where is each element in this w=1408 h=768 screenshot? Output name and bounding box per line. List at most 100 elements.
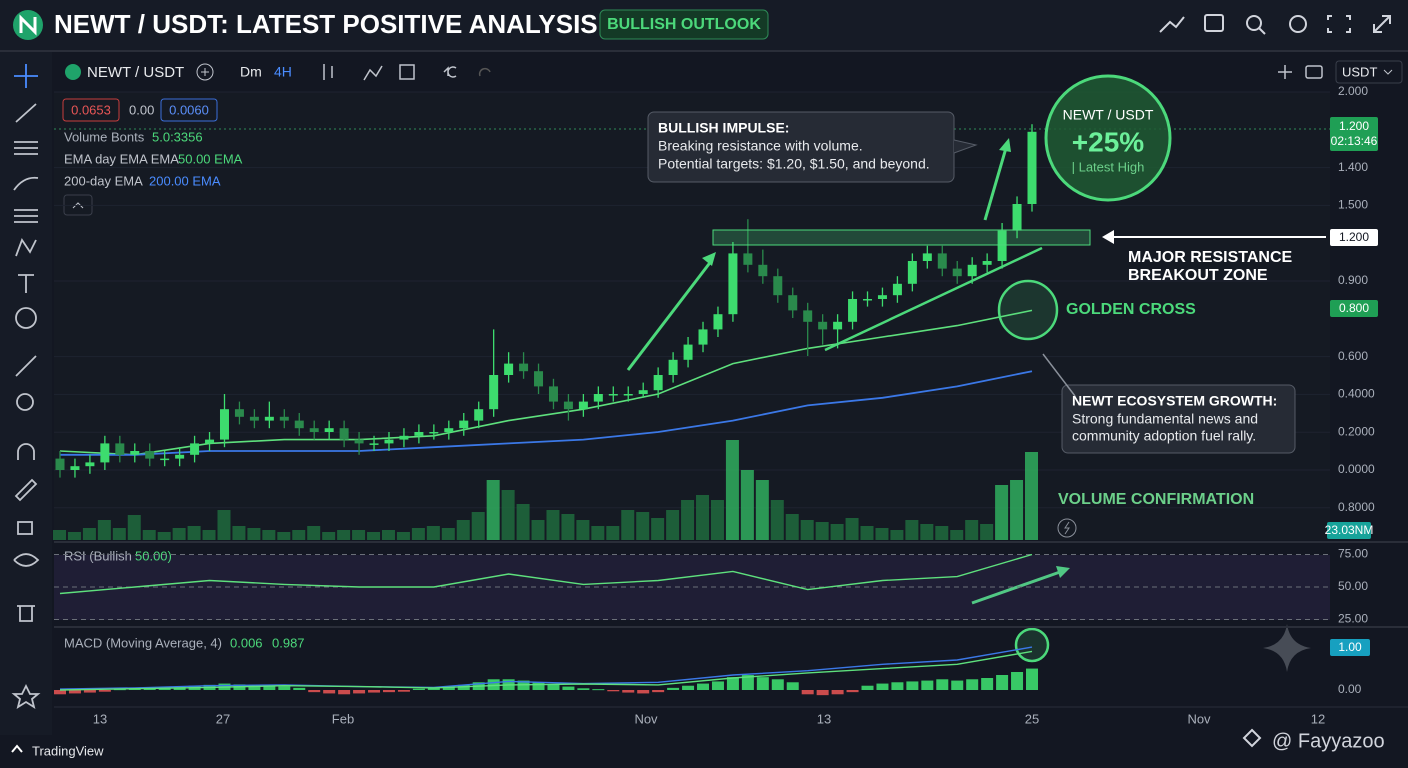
brand-logo [11, 744, 23, 753]
search-icon[interactable] [1246, 15, 1262, 31]
candle-body [833, 321, 843, 330]
visibility-tool[interactable] [13, 553, 40, 567]
macd-hist [682, 685, 695, 690]
volume-bar [785, 514, 799, 540]
candle-body [249, 416, 259, 421]
macd-hist [248, 684, 261, 690]
logo-glyph [19, 14, 37, 36]
macd-hist [83, 690, 96, 693]
last-price: 1.200 [1339, 119, 1369, 133]
candle-body [997, 230, 1007, 261]
dropdown-caret [1383, 69, 1393, 75]
signal-value: 0.987 [272, 635, 305, 650]
high-label: | Latest High [1072, 159, 1145, 174]
price-tick-label: 0.0000 [1338, 462, 1375, 476]
text-tool[interactable] [18, 274, 34, 293]
volume-bar [950, 530, 964, 540]
volume-bar [307, 526, 321, 540]
chat-icon[interactable] [1204, 14, 1224, 32]
price-tick-label: 1.400 [1338, 160, 1368, 174]
drawing-tools[interactable] [11, 64, 41, 709]
currency[interactable]: USDT [1342, 64, 1377, 79]
zoom-tool[interactable] [16, 393, 34, 411]
fib-tool[interactable] [14, 141, 38, 155]
candle-body [264, 416, 274, 421]
candle-body [848, 299, 858, 322]
rsi-label: RSI (Bullish [64, 548, 132, 563]
volume-bar [172, 528, 186, 540]
macd-hist [397, 690, 410, 692]
volume-value: 23.03NM [1325, 523, 1374, 537]
projection-tool[interactable] [15, 238, 37, 257]
candles-icon[interactable] [323, 64, 333, 80]
trend-icon[interactable] [1159, 16, 1185, 33]
volume-bar [53, 530, 66, 540]
candle-body [219, 409, 229, 440]
range-button[interactable]: Dm [240, 64, 262, 80]
volume-bar [576, 520, 590, 540]
indicators-icon[interactable] [363, 65, 383, 81]
symbol[interactable]: NEWT / USDT [87, 64, 184, 81]
cross-price: 0.800 [1339, 301, 1369, 315]
macd-hist [652, 690, 665, 693]
interval-button[interactable]: 4H [274, 64, 292, 80]
growth-text: Strong fundamental news and [1072, 411, 1258, 427]
add-symbol[interactable] [196, 63, 214, 81]
header-icons[interactable] [1159, 14, 1391, 35]
macd-hist [951, 680, 964, 690]
ema200-line [60, 370, 1033, 456]
lock-draw-tool[interactable] [14, 478, 38, 502]
toolbar-icons[interactable] [323, 64, 1323, 81]
currency-select[interactable] [1335, 60, 1403, 84]
ruler-tool[interactable] [15, 355, 37, 377]
candle-body [952, 268, 962, 277]
macd-hist [382, 690, 395, 693]
volume-bar [456, 520, 470, 540]
volume-bar [800, 520, 814, 540]
candle-body [713, 314, 723, 330]
redo-icon[interactable] [478, 67, 491, 77]
favorites-tool[interactable] [11, 683, 41, 709]
lock-tool[interactable] [17, 521, 33, 535]
undo-icon[interactable] [443, 66, 457, 78]
pattern-tool[interactable] [14, 209, 38, 223]
macd-hist [906, 681, 919, 690]
snapshot-icon[interactable] [1305, 65, 1323, 79]
magnet-tool[interactable] [17, 443, 35, 460]
volume-bar [396, 532, 410, 540]
settings-icon[interactable] [1289, 15, 1307, 33]
emoji-tool[interactable] [15, 307, 37, 329]
macd-hist [68, 690, 81, 694]
macd-hist [577, 688, 590, 690]
rsi-value: 50.00) [135, 548, 172, 563]
add-icon[interactable] [1278, 65, 1292, 79]
candle-body [758, 264, 768, 277]
macd-hist [1026, 668, 1038, 690]
candle-body [160, 458, 170, 461]
candle-body [653, 375, 663, 391]
candle-body [384, 439, 394, 444]
page-title: NEWT / USDT: LATEST POSITIVE ANALYSIS [54, 9, 598, 39]
crosshair-tool[interactable] [14, 64, 38, 88]
price-tick-label: 0.8000 [1338, 500, 1375, 514]
layout-icon[interactable] [399, 64, 415, 80]
golden-cross-circle [997, 279, 1059, 341]
line-tool[interactable] [15, 103, 37, 123]
macd-hist [323, 690, 336, 694]
macd-value: 0.006 [230, 635, 263, 650]
brush-tool[interactable] [13, 176, 39, 191]
volume-bar [262, 530, 276, 540]
candle-body [399, 435, 409, 440]
sparkle [1263, 624, 1311, 672]
growth-callout [1061, 384, 1296, 454]
ohlc-open: 0.0653 [71, 102, 111, 117]
candle-body [922, 253, 932, 261]
volume-bar [277, 532, 291, 540]
trash-tool[interactable] [17, 605, 35, 622]
fullscreen-icon[interactable] [1327, 15, 1351, 33]
macd-hist [921, 680, 934, 690]
expand-icon[interactable] [1373, 15, 1391, 33]
macd-hist [801, 690, 814, 695]
